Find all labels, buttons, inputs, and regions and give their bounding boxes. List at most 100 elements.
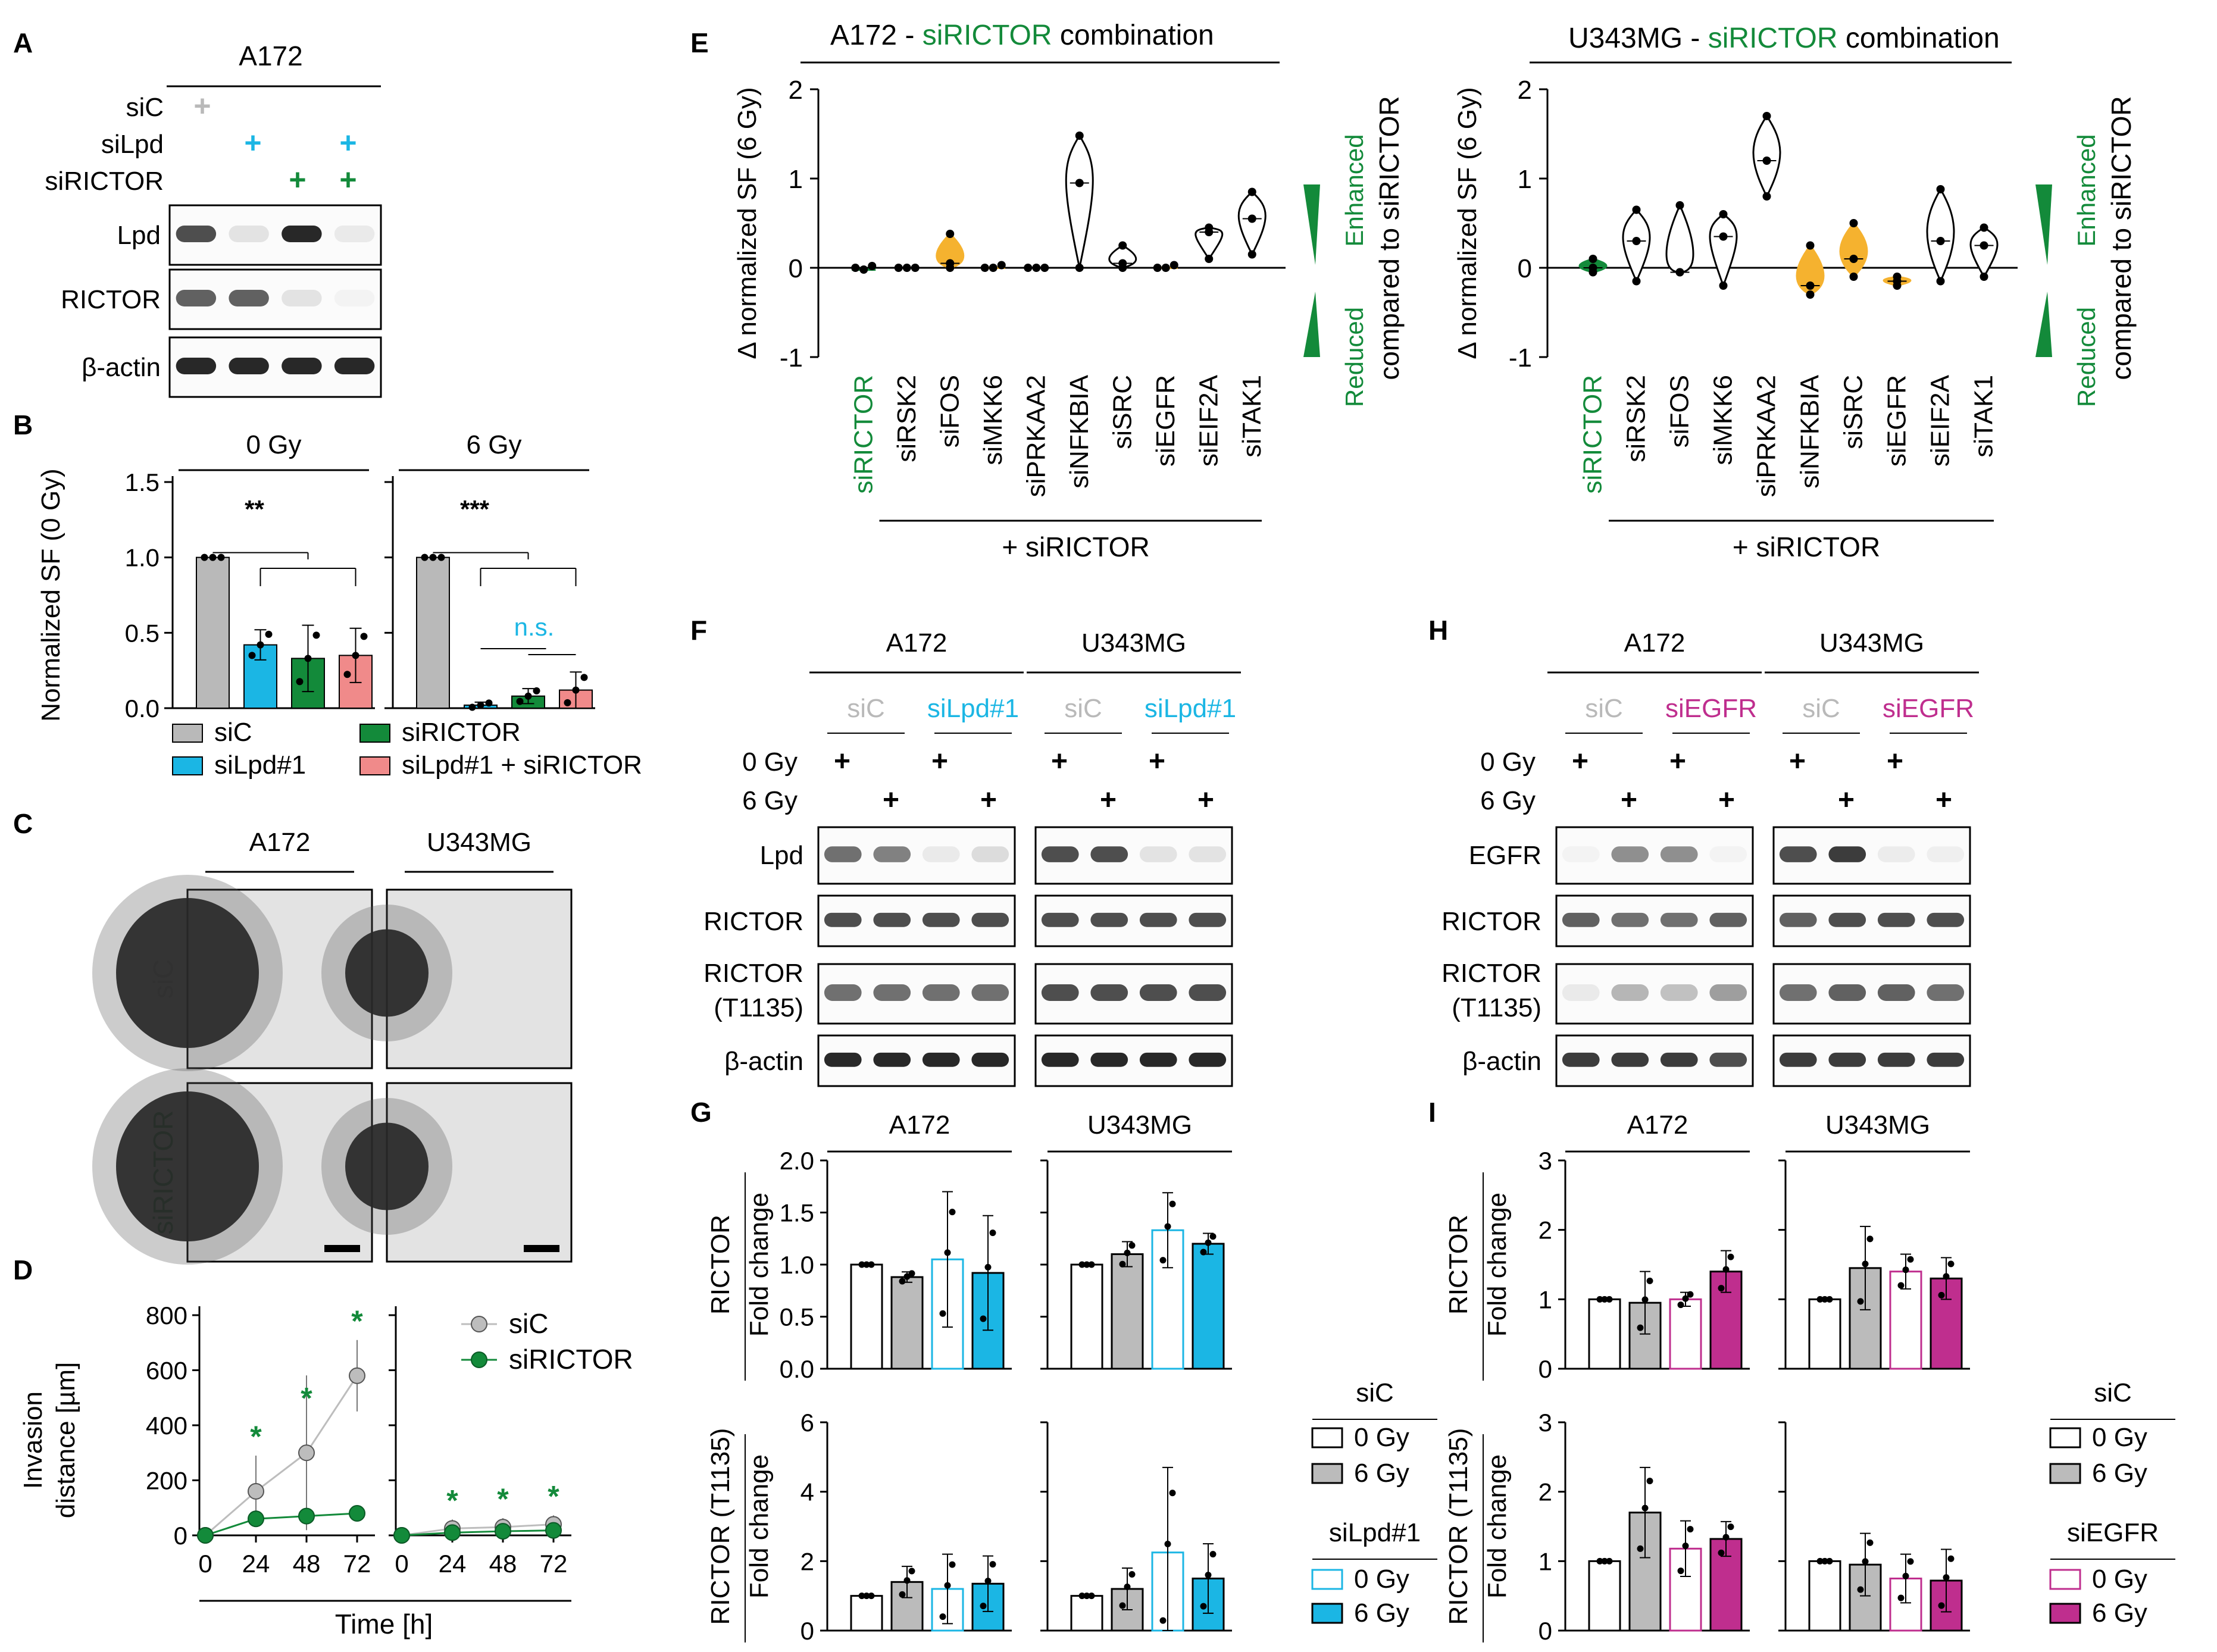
- data-point: [304, 655, 312, 662]
- data-point: [1936, 277, 1945, 286]
- x-tick-label: siMKK6: [978, 375, 1008, 465]
- blot-band: [824, 912, 862, 927]
- data-point: [1596, 1296, 1603, 1303]
- invasion-halo: [321, 905, 452, 1041]
- legend-label: 6 Gy: [1354, 1459, 1409, 1488]
- data-point: [1907, 1256, 1914, 1263]
- invasion-halo: [321, 1098, 452, 1235]
- condition-label: siC: [847, 694, 885, 723]
- blot-band: [873, 912, 911, 927]
- y-tick-label: 0: [801, 1617, 814, 1645]
- blot-band: [1779, 984, 1817, 1001]
- spheroid: [116, 1091, 259, 1241]
- blot-1: [168, 268, 382, 330]
- legend-swatch: [1311, 1603, 1343, 1624]
- data-point: [863, 1261, 870, 1268]
- data-point: [1762, 192, 1771, 201]
- data-point: [1170, 261, 1178, 270]
- blot-band: [1660, 846, 1698, 862]
- blot: [1555, 963, 1754, 1025]
- x-tick-label: 0: [395, 1550, 408, 1578]
- blot-band: [1090, 1052, 1128, 1067]
- data-point: [984, 1578, 992, 1585]
- y-tick-label: 2: [1518, 76, 1532, 105]
- plus-mark: +: [1887, 746, 1903, 777]
- significance-star: *: [446, 1484, 458, 1517]
- legend-swatch: [359, 756, 390, 775]
- data-point: [468, 703, 476, 711]
- y-tick-label: 0.5: [125, 619, 160, 647]
- data-point: [1024, 264, 1033, 272]
- x-tick-label: 48: [489, 1550, 517, 1578]
- scale-bar: [324, 1245, 360, 1252]
- data-point: [1938, 1602, 1945, 1609]
- y-tick-label: 1.5: [780, 1199, 814, 1227]
- condition-label: siRICTOR: [45, 167, 164, 196]
- violin: [1665, 203, 1694, 274]
- data-point: [1118, 259, 1127, 268]
- plus-mark: +: [1149, 746, 1165, 777]
- blot-band: [1139, 846, 1177, 862]
- data-point: [1247, 187, 1256, 196]
- data-point: [851, 264, 860, 272]
- significance-star: *: [548, 1480, 559, 1513]
- data-point: [1849, 273, 1858, 281]
- data-point: [524, 692, 532, 700]
- panel-letter-e: E: [690, 27, 709, 58]
- compared-label: compared to siRICTOR: [1374, 96, 1405, 380]
- blot-band: [922, 846, 960, 862]
- cell-line-title: A172: [889, 1110, 950, 1140]
- blot-label: Lpd: [117, 221, 161, 250]
- data-point: [1980, 273, 1988, 281]
- data-point: [477, 701, 484, 709]
- data-point: [1601, 1557, 1608, 1565]
- data-point: [1075, 132, 1084, 140]
- panel-letter-b: B: [13, 409, 33, 440]
- blot-band: [824, 1052, 862, 1067]
- spheroid: [116, 898, 259, 1048]
- blot-band: [282, 290, 322, 306]
- legend-label: siC: [214, 718, 252, 747]
- blot-band: [282, 358, 322, 374]
- row-label: RICTOR (T1135): [706, 1428, 735, 1625]
- blot-band: [334, 290, 375, 306]
- reduced-label: Reduced: [1340, 307, 1368, 407]
- bar: [1808, 1298, 1841, 1370]
- blot-frame: [168, 204, 382, 266]
- legend-label: siRICTOR: [509, 1344, 633, 1375]
- significance-star: *: [351, 1304, 363, 1338]
- x-tick-label: siEIF2A: [1926, 374, 1955, 467]
- compared-label: compared to siRICTOR: [2106, 96, 2137, 380]
- data-point: [209, 553, 217, 561]
- blot-band: [1877, 912, 1915, 927]
- column-title: U343MG: [427, 828, 531, 857]
- y-axis-label: distance [µm]: [51, 1362, 80, 1519]
- blot-band: [1139, 1052, 1177, 1067]
- data-point: [949, 1209, 956, 1216]
- plus-mark: +: [1100, 784, 1117, 816]
- blot: [1555, 894, 1754, 947]
- x-tick-label: siTAK1: [1237, 375, 1267, 458]
- data-point: [858, 1592, 865, 1600]
- legend-swatch: [2049, 1603, 2081, 1624]
- legend-label: siRICTOR: [402, 718, 521, 747]
- legend-label: 0 Gy: [2092, 1423, 2147, 1452]
- data-point: [1857, 1298, 1864, 1305]
- panel-c: A172U343MGsiCsiRICTOR: [92, 828, 573, 1265]
- data-point: [1124, 1249, 1131, 1256]
- bar: [1588, 1560, 1621, 1632]
- data-point: [1164, 1540, 1171, 1547]
- data-point: [1687, 1291, 1694, 1298]
- blot-band: [1927, 846, 1965, 862]
- x-tick-label: siNFKBIA: [1065, 374, 1094, 488]
- row-label: RICTOR: [706, 1215, 735, 1315]
- y-tick-label: 0.0: [780, 1355, 814, 1383]
- blot-band: [229, 290, 269, 306]
- invasion-halo: [92, 1068, 283, 1265]
- plus-mark: +: [931, 746, 948, 777]
- significance-stars: **: [245, 495, 264, 523]
- data-point: [257, 641, 264, 649]
- data-point: [533, 687, 540, 694]
- plus-siRICTOR-label: + siRICTOR: [1002, 531, 1149, 562]
- y-tick-label: 200: [146, 1467, 187, 1495]
